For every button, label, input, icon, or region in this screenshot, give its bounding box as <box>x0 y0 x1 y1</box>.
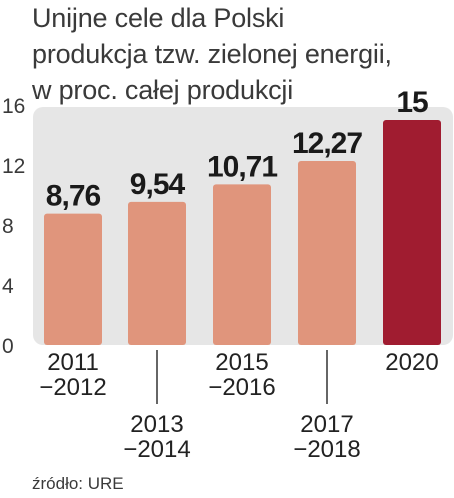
bar <box>128 201 186 345</box>
y-tick-label: 12 <box>2 155 25 178</box>
x-tick-label: 2013 <box>130 411 183 438</box>
y-tick-label: 8 <box>2 215 14 238</box>
x-tick-label: 2020 <box>385 349 438 376</box>
y-tick-label: 16 <box>2 95 25 118</box>
title-line-3: w proc. całej produkcji <box>32 75 294 105</box>
data-label: 10,71 <box>207 150 277 183</box>
title-line-1: Unijne cele dla Polski <box>32 3 285 33</box>
bar <box>213 184 271 345</box>
bar <box>298 160 356 345</box>
bar <box>383 120 441 345</box>
y-tick-label: 4 <box>2 275 14 298</box>
source-note: źródło: URE <box>32 474 124 493</box>
x-tick-label: 2017 <box>300 411 353 438</box>
title-line-2: produkcja tzw. zielonej energii, <box>32 39 392 69</box>
data-label: 9,54 <box>130 168 186 201</box>
bar <box>44 213 102 345</box>
x-tick-label: 2015 <box>215 349 268 376</box>
y-tick-label: 0 <box>2 335 14 358</box>
data-label: 12,27 <box>292 127 362 160</box>
x-tick-label: −2012 <box>39 374 106 401</box>
data-label: 8,76 <box>46 180 101 213</box>
x-tick-label: −2014 <box>123 436 190 463</box>
chart-title: Unijne cele dla Polski produkcja tzw. zi… <box>32 0 452 108</box>
x-tick-label: −2016 <box>208 374 275 401</box>
x-tick-label: −2018 <box>293 436 360 463</box>
x-tick-label: 2011 <box>47 349 99 376</box>
data-label: 15 <box>396 86 428 119</box>
